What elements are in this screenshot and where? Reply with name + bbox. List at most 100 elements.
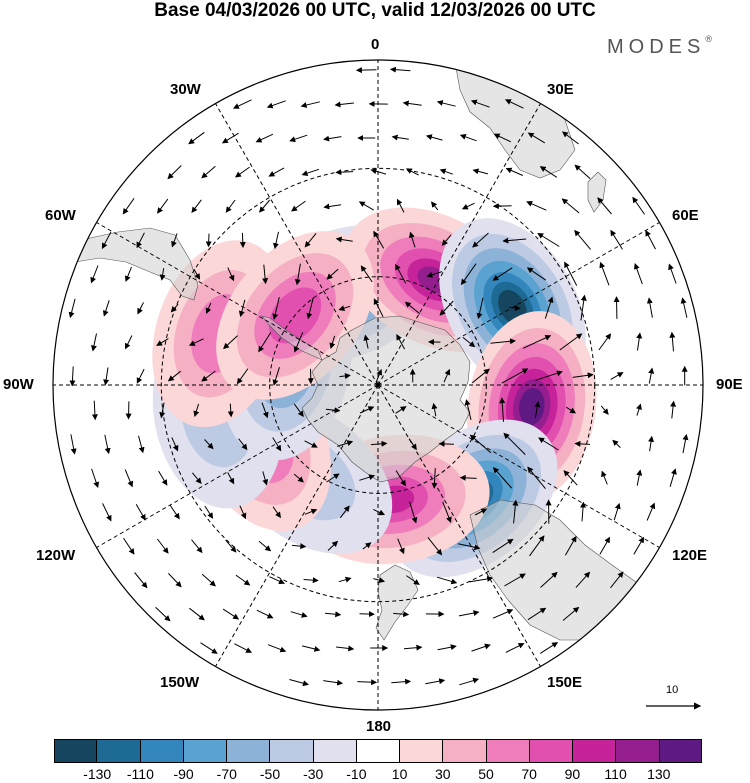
wind-vector [601,470,608,485]
wind-vector [201,573,216,587]
wind-vector [122,198,135,215]
wind-vector [395,470,406,487]
wind-vector [389,66,411,73]
wind-vector [436,100,456,107]
colorbar-tick-label: -90 [173,766,194,782]
colorbar [54,739,702,763]
wind-vector [323,135,342,142]
wind-vector [255,133,274,143]
wind-vector [266,100,286,109]
wind-vector [443,368,451,383]
wind-vector [259,199,271,213]
wind-vector [598,333,612,351]
wind-vector [338,305,351,312]
wind-vector [273,231,279,250]
wind-vector [538,437,559,451]
wind-vector [464,399,472,421]
wind-vector [323,203,342,210]
wind-vector [373,508,386,516]
wind-vector [575,571,591,588]
wind-vector [168,573,182,588]
wind-vector [405,168,419,176]
colorbar-swatch [573,739,617,763]
colorbar-swatch [443,739,487,763]
wind-vector [167,165,182,180]
wind-vector [370,168,387,175]
wind-vector [646,297,653,318]
wind-vector [680,297,688,318]
label-lon-90e: 90E [716,376,743,393]
wind-vector [373,230,385,249]
wind-vector [457,543,481,551]
wind-vector [599,261,610,286]
wind-vector [403,644,423,651]
wind-vector [648,435,655,452]
colorbar-tick-label: -10 [346,766,367,782]
wind-vector [158,470,168,486]
wind-vector [505,167,523,176]
wind-vector [610,571,624,589]
meridian-line [215,103,379,386]
wind-vector [472,168,489,175]
brand-mark: ® [705,34,712,44]
chart-title: Base 04/03/2026 00 UTC, valid 12/03/2026… [154,0,596,21]
label-lon-120w: 120W [36,547,76,564]
wind-vector [668,263,677,284]
wind-vector [191,539,203,554]
wind-vector [104,434,111,455]
wind-vector [360,265,373,283]
wind-vector [329,335,336,350]
wind-vector [459,134,477,142]
label-lon-60e: 60E [672,207,699,224]
wind-vector [269,576,285,584]
wind-vector [90,265,99,284]
wind-vector [256,609,274,619]
wind-vector [439,300,454,316]
wind-vector [648,367,655,384]
wind-vector [171,437,179,452]
label-lon-60w: 60W [45,207,76,224]
wind-vector [272,437,282,452]
wind-vector [101,231,112,250]
wind-vector [670,400,677,419]
wind-vector [409,501,418,524]
wind-vector [201,165,216,179]
wind-vector [239,232,246,249]
wind-vector [261,402,269,419]
wind-vector [402,100,422,107]
wind-vector [512,499,519,524]
wind-vector [223,335,238,350]
wind-vector [134,572,148,589]
wind-vector [425,134,443,141]
wind-vector [167,370,182,382]
wind-vector [262,264,269,285]
wind-vector [156,338,169,346]
colorbar-tick-label: -70 [216,766,237,782]
label-lon-120e: 120E [672,547,708,564]
wind-vector [238,299,246,318]
meridian-line [377,384,660,548]
wind-vector [610,229,623,250]
wind-vector [159,268,166,281]
wind-vector [355,67,377,74]
meridian-line [96,222,379,386]
wind-vector [363,334,370,349]
wind-vector [404,301,421,315]
wind-vector [504,573,526,587]
wind-vector [227,472,235,485]
wind-vector-field [68,66,689,687]
lat-lon-graticule [53,60,703,710]
wind-vector [537,232,560,247]
wind-vector [304,440,318,448]
wind-vector [527,466,546,490]
wind-vector [238,438,248,451]
wind-vector [200,642,218,654]
wind-vector [597,197,612,215]
wind-vector [136,232,145,249]
wind-vector [460,263,477,286]
wind-vector [205,233,212,248]
wind-vector [359,406,375,414]
wind-vector [234,643,252,653]
wind-vector [137,302,144,315]
